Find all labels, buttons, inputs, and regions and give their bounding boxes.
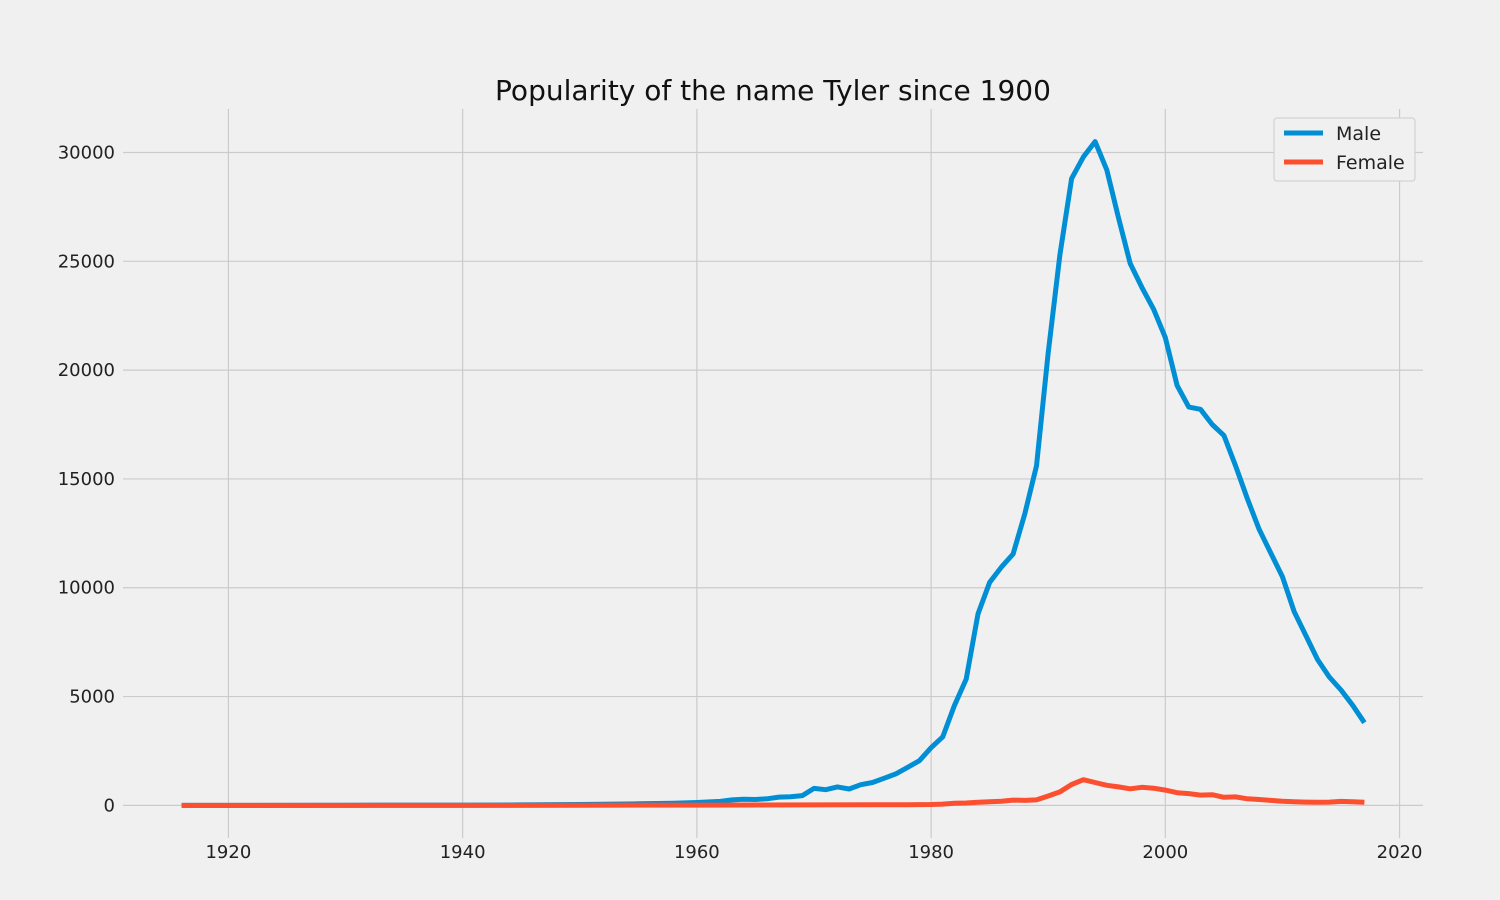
y-axis: 0 5000 10000 15000 20000 25000 30000 bbox=[58, 143, 115, 817]
grid bbox=[123, 109, 1423, 838]
series-line-female bbox=[181, 777, 1365, 808]
y-tick-label-0: 0 bbox=[104, 795, 115, 816]
y-tick-label-20000: 20000 bbox=[58, 360, 115, 381]
legend: Male Female bbox=[1273, 117, 1416, 182]
y-tick-label-15000: 15000 bbox=[58, 469, 115, 490]
y-tick-label-10000: 10000 bbox=[58, 578, 115, 599]
y-tick-label-25000: 25000 bbox=[58, 251, 115, 272]
legend-label-male: Male bbox=[1336, 123, 1381, 145]
x-tick-label-2020: 2020 bbox=[1377, 842, 1423, 863]
chart-title: Popularity of the name Tyler since 1900 bbox=[495, 74, 1051, 107]
x-tick-label-1920: 1920 bbox=[205, 842, 251, 863]
x-tick-label-1960: 1960 bbox=[674, 842, 720, 863]
series-line-male bbox=[181, 139, 1367, 808]
series-layer bbox=[181, 139, 1367, 808]
x-tick-label-2000: 2000 bbox=[1142, 842, 1188, 863]
legend-label-female: Female bbox=[1336, 152, 1405, 174]
x-axis: 1920 1940 1960 1980 2000 2020 bbox=[205, 842, 1422, 863]
x-tick-label-1940: 1940 bbox=[440, 842, 486, 863]
x-tick-label-1980: 1980 bbox=[908, 842, 954, 863]
y-tick-label-30000: 30000 bbox=[58, 143, 115, 164]
y-tick-label-5000: 5000 bbox=[69, 687, 115, 708]
